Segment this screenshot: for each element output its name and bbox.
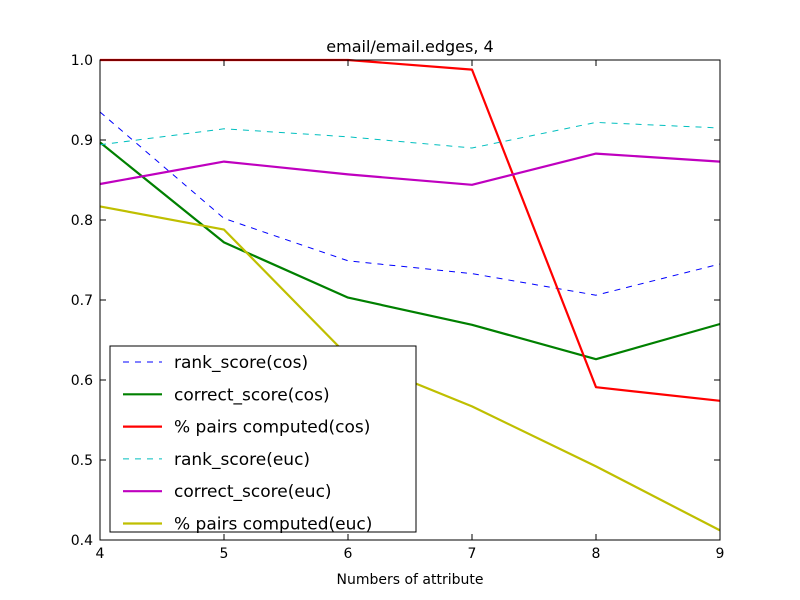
legend-label-1: correct_score(cos) bbox=[174, 385, 330, 405]
series-line-0 bbox=[99, 111, 721, 296]
y-tick-label-6: 1.0 bbox=[71, 53, 93, 69]
series-line-4 bbox=[99, 152, 721, 186]
x-tick-label-1: 5 bbox=[220, 546, 229, 562]
y-tick-label-2: 0.6 bbox=[71, 373, 93, 389]
axis-layer: 4 5 6 7 8 9 0.4 0.5 0.6 0.7 0.8 0.9 1.0 bbox=[71, 53, 725, 562]
legend-label-0: rank_score(cos) bbox=[174, 353, 308, 373]
legend: rank_score(cos) correct_score(cos) % pairs… bbox=[109, 345, 417, 535]
chart-title: email/email.edges, 4 bbox=[326, 37, 493, 56]
x-tick-label-3: 7 bbox=[468, 546, 477, 562]
x-tick-label-5: 9 bbox=[716, 546, 725, 562]
legend-label-4: correct_score(euc) bbox=[174, 482, 332, 502]
x-tick-label-0: 4 bbox=[96, 546, 105, 562]
y-tick-label-4: 0.8 bbox=[71, 213, 93, 229]
y-tick-label-3: 0.7 bbox=[71, 293, 93, 309]
x-tick-label-4: 8 bbox=[592, 546, 601, 562]
series-line-3 bbox=[99, 121, 721, 149]
legend-box bbox=[109, 345, 417, 533]
y-tick-label-0: 0.4 bbox=[71, 533, 93, 549]
legend-label-2: % pairs computed(cos) bbox=[174, 418, 370, 438]
x-axis-label: Numbers of attribute bbox=[337, 572, 484, 588]
legend-label-3: rank_score(euc) bbox=[174, 450, 310, 470]
series-layer bbox=[99, 58, 721, 532]
legend-label-5: % pairs computed(euc) bbox=[174, 515, 372, 535]
x-tick-label-2: 6 bbox=[344, 546, 353, 562]
y-tick-label-1: 0.5 bbox=[71, 453, 93, 469]
y-tick-label-5: 0.9 bbox=[71, 133, 93, 149]
